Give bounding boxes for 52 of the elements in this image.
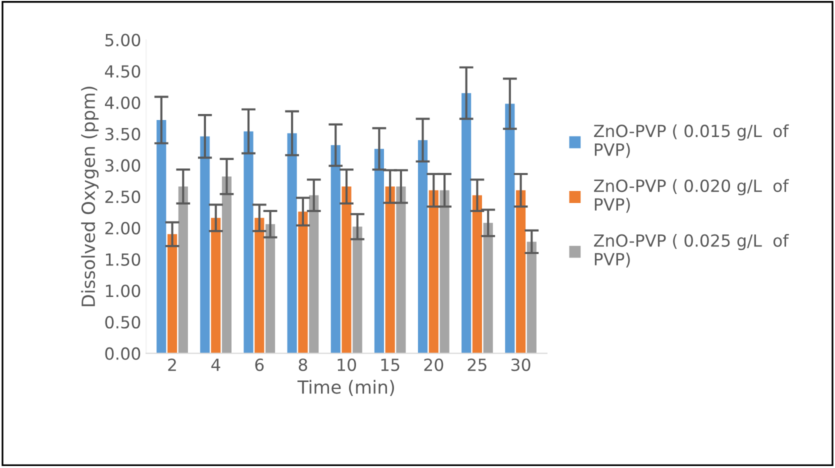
x-tick-label: 20 xyxy=(424,358,444,372)
bar xyxy=(352,226,362,354)
x-tick-label: 30 xyxy=(511,358,530,372)
bar xyxy=(298,212,308,354)
legend-label: ZnO-PVP ( 0.020 g/L of PVP) xyxy=(594,179,789,213)
y-tick-label: 0.00 xyxy=(105,347,140,360)
y-tick-label: 1.00 xyxy=(106,284,140,298)
bar xyxy=(309,195,319,354)
bar xyxy=(483,222,493,354)
x-tick-label: 4 xyxy=(211,358,220,371)
y-tick-label: 5.00 xyxy=(105,34,140,46)
y-tick-label: 0.50 xyxy=(105,316,140,329)
bar xyxy=(200,136,210,354)
y-tick-label: 3.00 xyxy=(105,159,140,172)
y-tick-label: 2.50 xyxy=(105,190,140,204)
y-tick-label: 3.50 xyxy=(105,128,140,140)
legend-label: ZnO-PVP ( 0.025 g/L of PVP) xyxy=(594,234,789,268)
bar xyxy=(265,224,276,354)
bar xyxy=(244,131,254,354)
y-tick-label: 4.50 xyxy=(104,65,140,78)
bar xyxy=(505,104,515,354)
bar xyxy=(418,140,428,354)
bar xyxy=(156,120,166,354)
bar xyxy=(342,186,352,354)
bar xyxy=(374,148,384,354)
x-tick-label: 15 xyxy=(381,358,400,372)
x-tick-label: 6 xyxy=(255,358,264,372)
bar xyxy=(516,190,526,354)
bar xyxy=(526,242,536,354)
bar xyxy=(167,234,178,354)
bar xyxy=(396,186,406,354)
y-tick-label: 4.00 xyxy=(104,96,140,110)
y-axis-title: Dissolved Oxygen (ppm) xyxy=(81,86,99,306)
bar xyxy=(254,218,264,354)
bar xyxy=(472,195,482,354)
bar xyxy=(440,190,450,354)
x-tick-label: 8 xyxy=(298,358,308,372)
y-tick-label: 1.50 xyxy=(106,253,140,266)
y-tick-label: 2.00 xyxy=(105,222,140,234)
x-tick-label: 10 xyxy=(338,358,356,372)
bar xyxy=(211,218,221,354)
bar xyxy=(385,186,395,354)
x-axis-title: Time (min) xyxy=(297,380,394,396)
bar xyxy=(178,186,188,354)
x-tick-label: 2 xyxy=(168,358,176,371)
legend-label: ZnO-PVP ( 0.015 g/L of PVP) xyxy=(594,124,789,158)
bar xyxy=(330,145,340,354)
bar xyxy=(462,93,472,354)
x-tick-label: 25 xyxy=(468,358,486,372)
bar xyxy=(222,176,232,354)
bar xyxy=(428,190,438,354)
bar xyxy=(287,133,297,354)
